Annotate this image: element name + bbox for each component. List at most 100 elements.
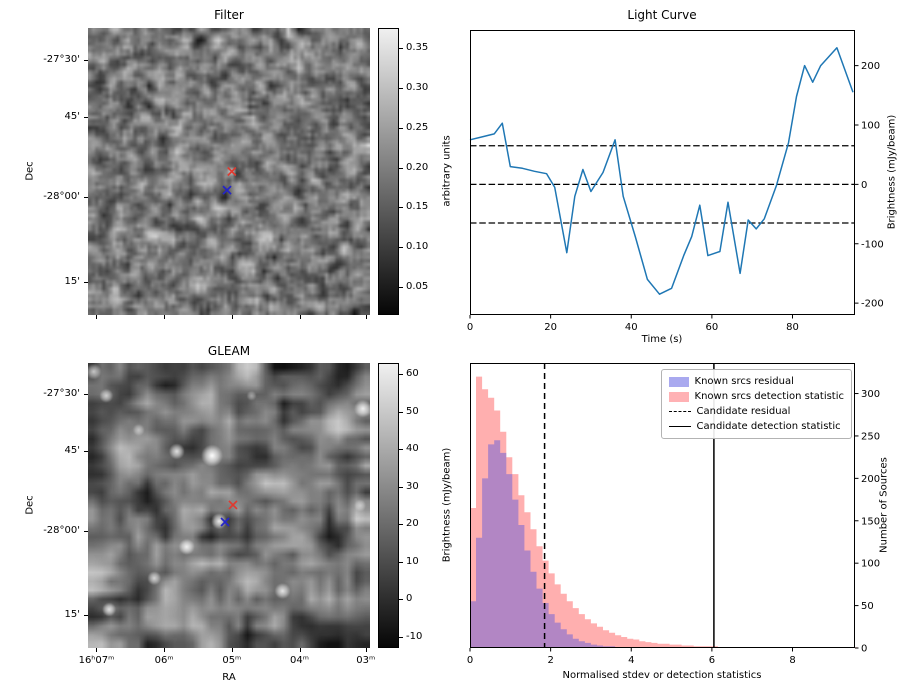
x-tick-label: 16ʰ07ᵐ [78,655,115,666]
x-tick-label: 8 [789,655,795,666]
colorbar-tick [399,87,403,89]
colorbar-tick [399,47,403,49]
y-tick-label: -27°30' [43,388,80,400]
y-tick-label: -27°30' [43,53,80,65]
colorbar-tick-label: 0.15 [406,201,429,213]
y-tick-label: 300 [861,389,880,400]
filter-markers-overlay [222,166,237,195]
y-tick-label: 45' [64,445,80,457]
legend-line-swatch [668,411,691,412]
x-tick [365,648,367,652]
y-tick-label: 45' [64,110,80,122]
gleam-image-panel [88,363,370,648]
colorbar-tick-label: 0.20 [406,161,429,173]
x-tick [365,315,367,319]
colorbar-tick-label: 0 [406,593,413,605]
colorbar-tick-label: 0.35 [406,41,429,53]
legend-label: Candidate detection statistic [696,421,841,432]
legend-label: Known srcs residual [694,376,794,387]
x-tick-label: 2 [547,655,553,666]
histogram-series [470,376,857,648]
colorbar-tick-label: 0.10 [406,241,429,253]
light-curve-line [469,47,854,295]
light-curve-title: Light Curve [627,8,697,22]
y-tick-label: -200 [861,299,884,310]
y-tick-label: -28°00' [43,191,80,203]
light-curve-y-axis-label: Brightness (mJy/beam) [886,114,898,230]
gleam-noise-image [88,363,370,648]
legend-item: Known srcs detection statistic [668,389,844,404]
x-tick [299,648,301,652]
x-tick-label: 0 [467,322,473,333]
colorbar-tick [399,561,403,563]
y-tick-label: 200 [861,61,880,72]
gleam-markers-overlay [220,500,238,527]
legend-patch-swatch [668,391,689,402]
red-x-marker [227,166,237,177]
x-tick-label: 80 [786,322,799,333]
y-tick-label: 15' [64,609,80,621]
colorbar-tick-label: 40 [406,443,419,455]
gleam-title: GLEAM [207,344,251,358]
histogram-plot: 0 2 4 6 8 0 50 100 150 200 250 300 [467,363,880,666]
y-tick-label: 150 [861,516,880,527]
gleam-colorbar-label: Brightness (mJy/beam) [441,447,453,563]
y-tick-label: 100 [861,559,880,570]
blue-x-marker [222,185,232,195]
histogram-series [470,440,664,648]
filter-title: Filter [214,8,244,22]
colorbar-tick [399,207,403,209]
x-tick [164,315,166,319]
histogram-y-axis-label: Number of Sources [878,457,890,553]
filter-noise-image [88,28,370,315]
filter-colorbar [378,28,399,315]
y-tick-label: 15' [64,275,80,287]
x-tick-label: 20 [544,322,557,333]
y-tick-label: 200 [861,474,880,485]
x-tick-label: 03ᵐ [356,655,376,666]
y-tick-label: 0 [861,180,867,191]
colorbar-tick-label: 0.05 [406,281,429,293]
x-tick-label: 60 [706,322,719,333]
colorbar-tick [399,524,403,526]
colorbar-tick [399,599,403,601]
colorbar-tick [399,247,403,249]
legend-line-swatch [668,426,691,427]
colorbar-tick [399,374,403,376]
plot-spine [470,363,855,648]
light-curve-plot: 0 20 40 60 80 -200 -100 0 100 200 [467,30,884,333]
plot-spine [470,30,855,315]
x-tick [164,648,166,652]
filter-dec-axis-label: Dec [24,161,36,181]
colorbar-tick-label: 0.25 [406,121,429,133]
y-tick [84,394,88,396]
x-tick [231,648,233,652]
colorbar-tick [399,287,403,289]
x-tick [96,648,98,652]
gleam-colorbar [378,363,399,648]
colorbar-tick-label: 60 [406,368,419,380]
gleam-x-axis-label: RA [222,672,236,683]
y-tick [84,281,88,283]
y-tick [84,197,88,199]
legend-label: Known srcs detection statistic [694,391,844,402]
x-tick-label: 05ᵐ [222,655,242,666]
y-tick [84,116,88,118]
x-tick [96,315,98,319]
colorbar-tick [399,449,403,451]
y-tick-label: 50 [861,601,874,612]
legend-patch-swatch [668,376,689,387]
histogram-x-axis-label: Normalised stdev or detection statistics [562,670,762,681]
x-tick-label: 40 [625,322,638,333]
colorbar-tick-label: 10 [406,555,419,567]
x-tick [299,315,301,319]
x-tick-label: 04ᵐ [290,655,309,666]
histogram-legend: Known srcs residual Known srcs detection … [660,369,852,439]
legend-label: Candidate residual [696,406,791,417]
y-tick-label: 0 [861,644,867,655]
colorbar-tick [399,167,403,169]
filter-image-panel [88,28,370,315]
colorbar-tick-label: 50 [406,405,419,417]
y-tick-label: -100 [861,239,884,250]
